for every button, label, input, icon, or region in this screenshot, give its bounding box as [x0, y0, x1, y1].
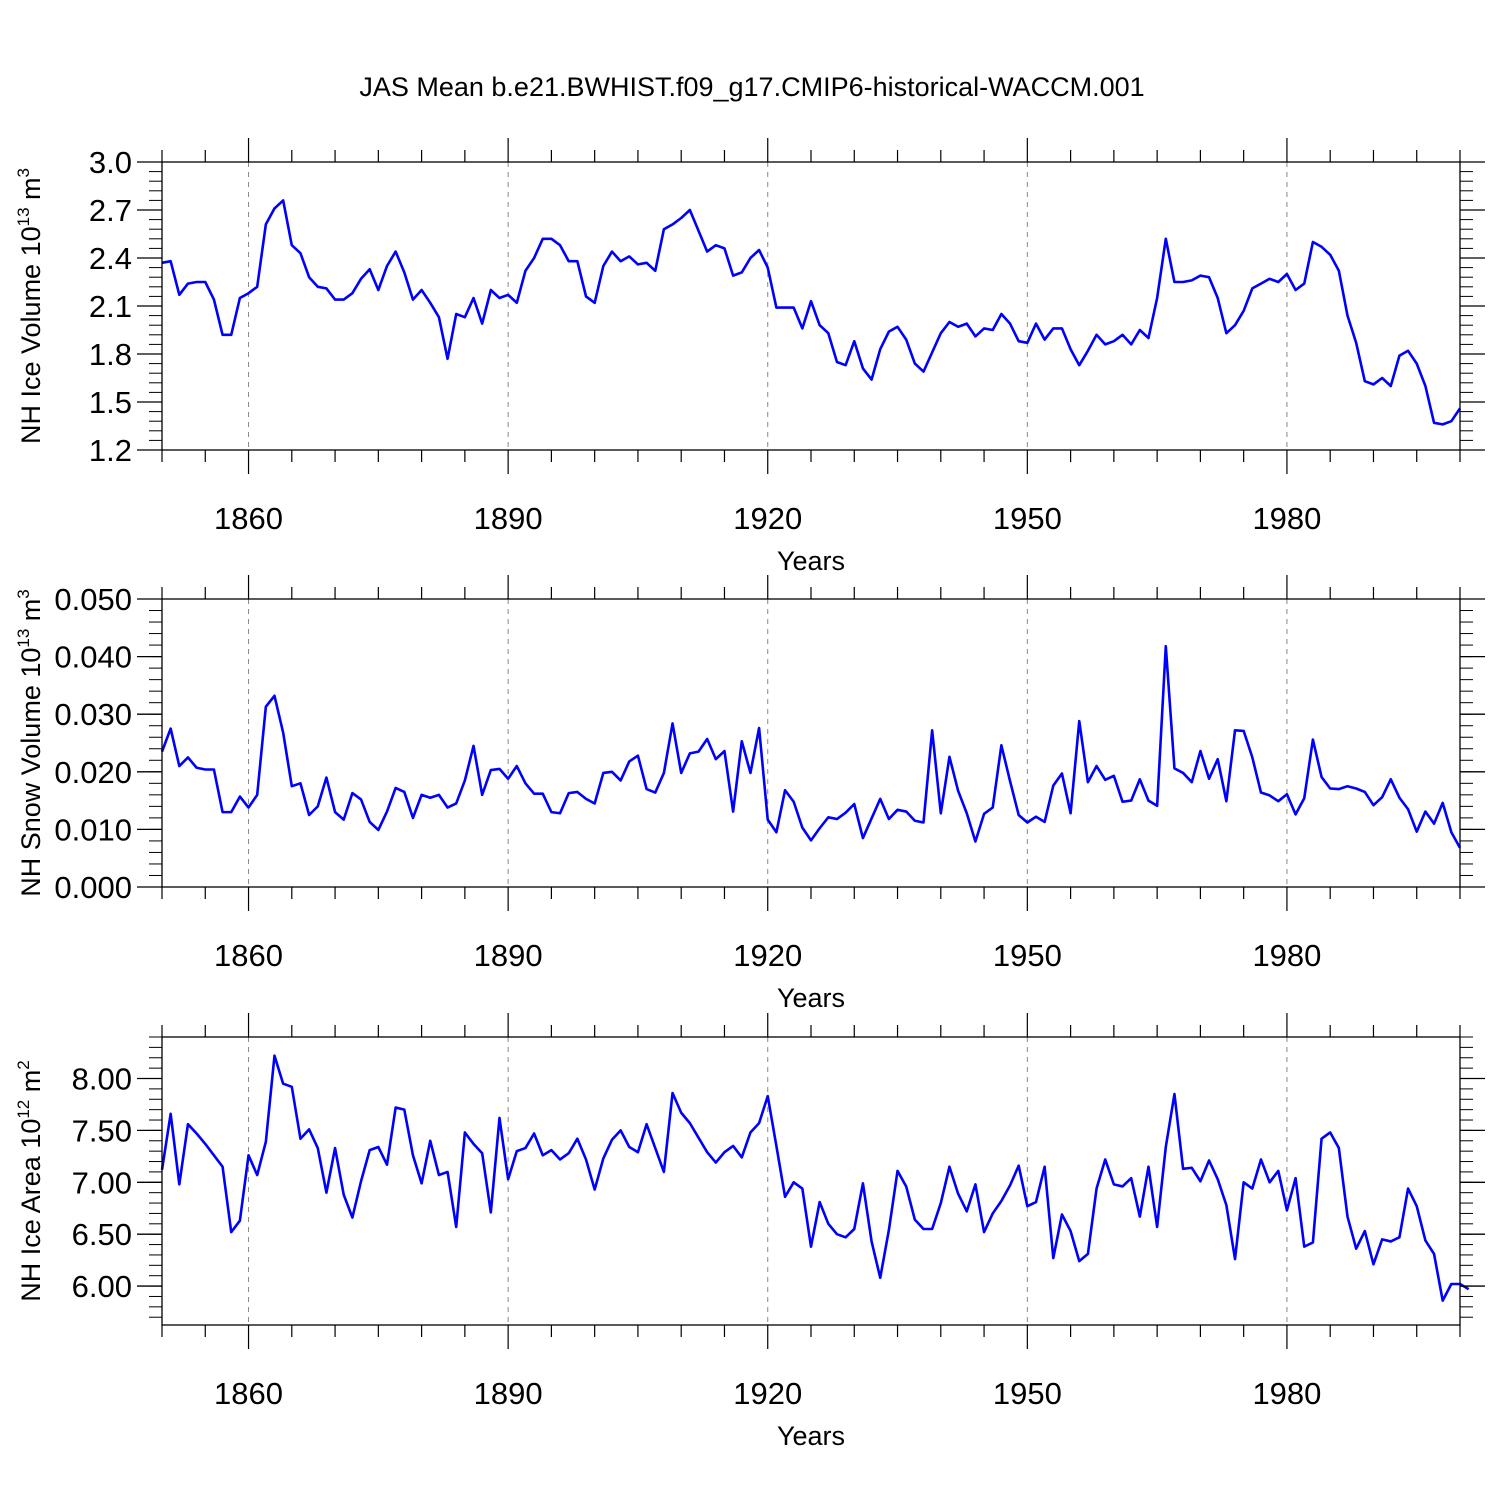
y-axis-label-unit-exponent: 3 [14, 589, 33, 598]
y-axis-label: NH Ice Area 1012 m2 [14, 1060, 46, 1301]
x-tick-label: 1890 [474, 1376, 543, 1411]
y-axis-label-text: NH Ice Volume 10 [16, 226, 46, 444]
y-axis-label: NH Ice Volume 1013 m3 [14, 168, 46, 444]
y-tick-label: 0.000 [54, 870, 132, 905]
y-axis-label-unit: m [16, 599, 46, 629]
x-tick-label: 1860 [214, 501, 283, 536]
panel-2: 1860 1890 1920 1950 1980 Years 0.000 0.010 0.020… [14, 575, 1485, 1013]
y-tick-label: 1.5 [89, 385, 132, 420]
y-axis-label-exponent: 12 [14, 1100, 33, 1119]
x-axis-label: Years [777, 983, 845, 1013]
y-axis-label-unit-exponent: 3 [14, 168, 33, 177]
data-series-line [161, 199, 1462, 426]
y-axis-label-text: NH Snow Volume 10 [16, 648, 46, 897]
x-tick-label: 1920 [733, 938, 802, 973]
y-tick-label: 0.030 [54, 697, 132, 732]
x-tick-label: 1890 [474, 938, 543, 973]
y-axis-label-text: NH Ice Area 10 [16, 1119, 46, 1302]
x-tick-label: 1860 [214, 1376, 283, 1411]
y-axis-label-unit-exponent: 2 [14, 1060, 33, 1069]
x-tick-label: 1860 [214, 938, 283, 973]
y-tick-label: 7.00 [72, 1165, 132, 1200]
panel-3: 1860 1890 1920 1950 1980 Years 6.00 6.50 7.00 7.5… [14, 1013, 1485, 1451]
x-tick-label: 1920 [733, 1376, 802, 1411]
y-axis-label-exponent: 13 [14, 629, 33, 648]
panels: 1860 1890 1920 1950 1980 Years 1.2 1.5 1.8 2.1 2.4… [14, 138, 1485, 1451]
y-axis-label-unit: m [16, 177, 46, 207]
x-axis-label: Years [777, 546, 845, 576]
y-axis-label: NH Snow Volume 1013 m3 [14, 589, 46, 897]
y-tick-label: 2.7 [89, 193, 132, 228]
y-tick-label: 2.1 [89, 289, 132, 324]
x-tick-label: 1980 [1252, 1376, 1321, 1411]
y-tick-label: 0.040 [54, 640, 132, 675]
y-tick-label: 8.00 [72, 1062, 132, 1097]
x-axis-label: Years [777, 1421, 845, 1451]
y-tick-label: 3.0 [89, 145, 132, 180]
y-tick-label: 0.020 [54, 755, 132, 790]
y-tick-label: 6.50 [72, 1217, 132, 1252]
y-axis-label-unit: m [16, 1070, 46, 1100]
y-tick-label: 6.00 [72, 1269, 132, 1304]
y-tick-label: 1.8 [89, 337, 132, 372]
figure-title: JAS Mean b.e21.BWHIST.f09_g17.CMIP6-hist… [359, 72, 1144, 102]
data-series-line [160, 644, 1462, 849]
x-tick-label: 1920 [733, 501, 802, 536]
y-tick-label: 2.4 [89, 241, 132, 276]
panel-1: 1860 1890 1920 1950 1980 Years 1.2 1.5 1.8 2.1 2.4… [14, 138, 1485, 576]
x-tick-label: 1950 [993, 1376, 1062, 1411]
x-tick-label: 1950 [993, 938, 1062, 973]
y-tick-label: 7.50 [72, 1113, 132, 1148]
y-axis-label-exponent: 13 [14, 207, 33, 226]
data-series-line [160, 1054, 1470, 1302]
y-tick-label: 1.2 [89, 433, 132, 468]
x-tick-label: 1890 [474, 501, 543, 536]
y-tick-label: 0.010 [54, 812, 132, 847]
y-tick-label: 0.050 [54, 582, 132, 617]
x-tick-label: 1950 [993, 501, 1062, 536]
x-tick-label: 1980 [1252, 938, 1321, 973]
x-tick-label: 1980 [1252, 501, 1321, 536]
